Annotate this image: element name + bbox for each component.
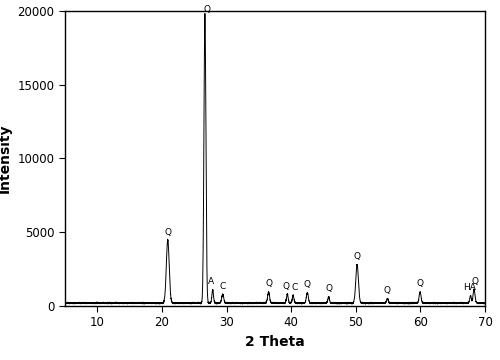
Y-axis label: Intensity: Intensity: [0, 123, 12, 193]
Text: C: C: [220, 282, 226, 291]
Text: Q: Q: [204, 5, 210, 14]
Text: Q: Q: [164, 228, 171, 237]
Text: Q: Q: [325, 284, 332, 293]
Text: Q: Q: [304, 280, 311, 289]
Text: A: A: [208, 277, 214, 286]
Text: Q: Q: [265, 279, 272, 288]
Text: Q: Q: [282, 282, 290, 291]
Text: C: C: [292, 283, 298, 292]
X-axis label: 2 Theta: 2 Theta: [245, 335, 305, 349]
Text: HA: HA: [462, 283, 475, 292]
Text: Q: Q: [416, 279, 424, 288]
Text: Q: Q: [384, 286, 391, 295]
Text: Q: Q: [354, 252, 360, 261]
Text: Q: Q: [472, 277, 479, 286]
